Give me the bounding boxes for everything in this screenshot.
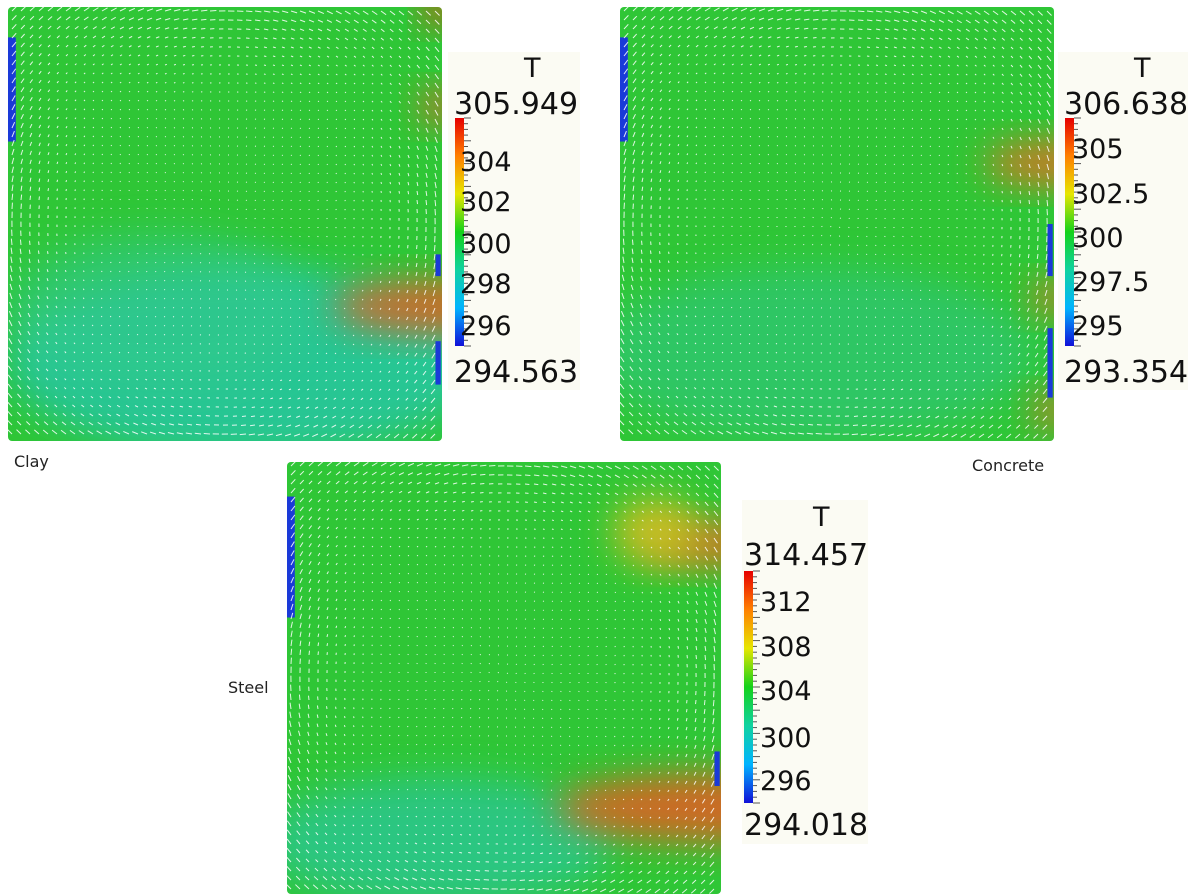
cold-wall-region	[8, 37, 16, 142]
panel-caption: Clay	[14, 452, 49, 471]
cold-region	[287, 777, 613, 894]
legend-min: 294.018	[744, 808, 869, 843]
legend-tick: 304	[760, 676, 812, 707]
legend-title: T	[524, 53, 541, 84]
legend-tick: 297.5	[1072, 267, 1150, 298]
velocity-arrows	[620, 7, 1052, 439]
legend-tick: 304	[460, 147, 512, 178]
legend-tick: 296	[460, 311, 512, 342]
panel-caption: Concrete	[972, 456, 1045, 475]
legend-tick: 300	[760, 723, 812, 754]
color-legend-steel: T 314.457 312 308 304 300 296 294.018	[742, 500, 868, 844]
colorbar	[744, 571, 753, 803]
temperature-field-concrete	[620, 7, 1054, 441]
color-legend-clay: T 305.949 304 302 300 298 296 294.563	[448, 52, 580, 390]
hot-region	[333, 280, 442, 333]
legend-tick: 302.5	[1072, 179, 1150, 210]
legend-tick: 300	[460, 229, 512, 260]
legend-tick: 305	[1072, 134, 1124, 165]
legend-max: 314.457	[744, 538, 869, 573]
legend-title: T	[813, 502, 830, 533]
cold-region	[620, 267, 1033, 441]
temperature-field-clay	[8, 7, 442, 441]
cold-wall-region	[620, 37, 628, 142]
panel-caption: Steel	[228, 678, 269, 697]
cold-wall-region	[435, 341, 441, 385]
legend-tick: 296	[760, 766, 812, 797]
cold-wall-region	[287, 496, 295, 618]
hot-region	[556, 773, 721, 843]
velocity-arrows	[8, 7, 440, 439]
colorbar	[455, 118, 464, 346]
legend-min: 293.354	[1064, 355, 1189, 390]
velocity-arrows	[287, 462, 719, 894]
legend-tick: 302	[460, 187, 512, 218]
color-legend-concrete: T 306.638 305 302.5 300 297.5 295 293.35…	[1058, 52, 1188, 390]
cold-wall-region	[1047, 328, 1053, 398]
colorbar	[1065, 118, 1074, 346]
legend-max: 305.949	[454, 87, 579, 122]
temperature-field-steel	[287, 462, 721, 894]
legend-title: T	[1134, 53, 1151, 84]
hot-region	[424, 7, 442, 25]
legend-min: 294.563	[454, 355, 579, 390]
legend-tick: 308	[760, 632, 812, 663]
hot-region	[612, 496, 700, 566]
cold-wall-region	[1047, 224, 1053, 277]
legend-tick: 300	[1072, 223, 1124, 254]
cold-wall-region	[714, 751, 720, 786]
cold-wall-region	[435, 254, 441, 277]
legend-tick: 312	[760, 587, 812, 618]
cold-region	[8, 232, 312, 389]
legend-tick: 295	[1072, 311, 1124, 342]
legend-tick: 298	[460, 269, 512, 300]
hot-region	[984, 141, 1054, 185]
legend-max: 306.638	[1064, 87, 1189, 122]
